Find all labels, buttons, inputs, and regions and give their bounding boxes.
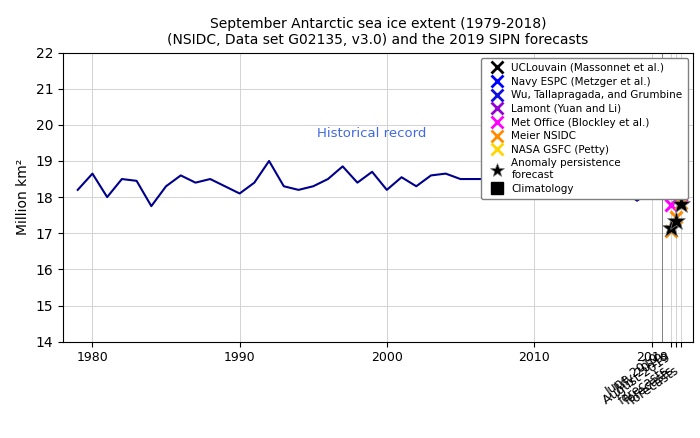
Text: Historical record: Historical record xyxy=(317,127,427,141)
Legend: UCLouvain (Massonnet et al.), Navy ESPC (Metzger et al.), Wu, Tallapragada, and : UCLouvain (Massonnet et al.), Navy ESPC … xyxy=(481,58,688,199)
Y-axis label: Million km²: Million km² xyxy=(16,159,30,235)
Title: September Antarctic sea ice extent (1979-2018)
(NSIDC, Data set G02135, v3.0) an: September Antarctic sea ice extent (1979… xyxy=(167,17,589,47)
